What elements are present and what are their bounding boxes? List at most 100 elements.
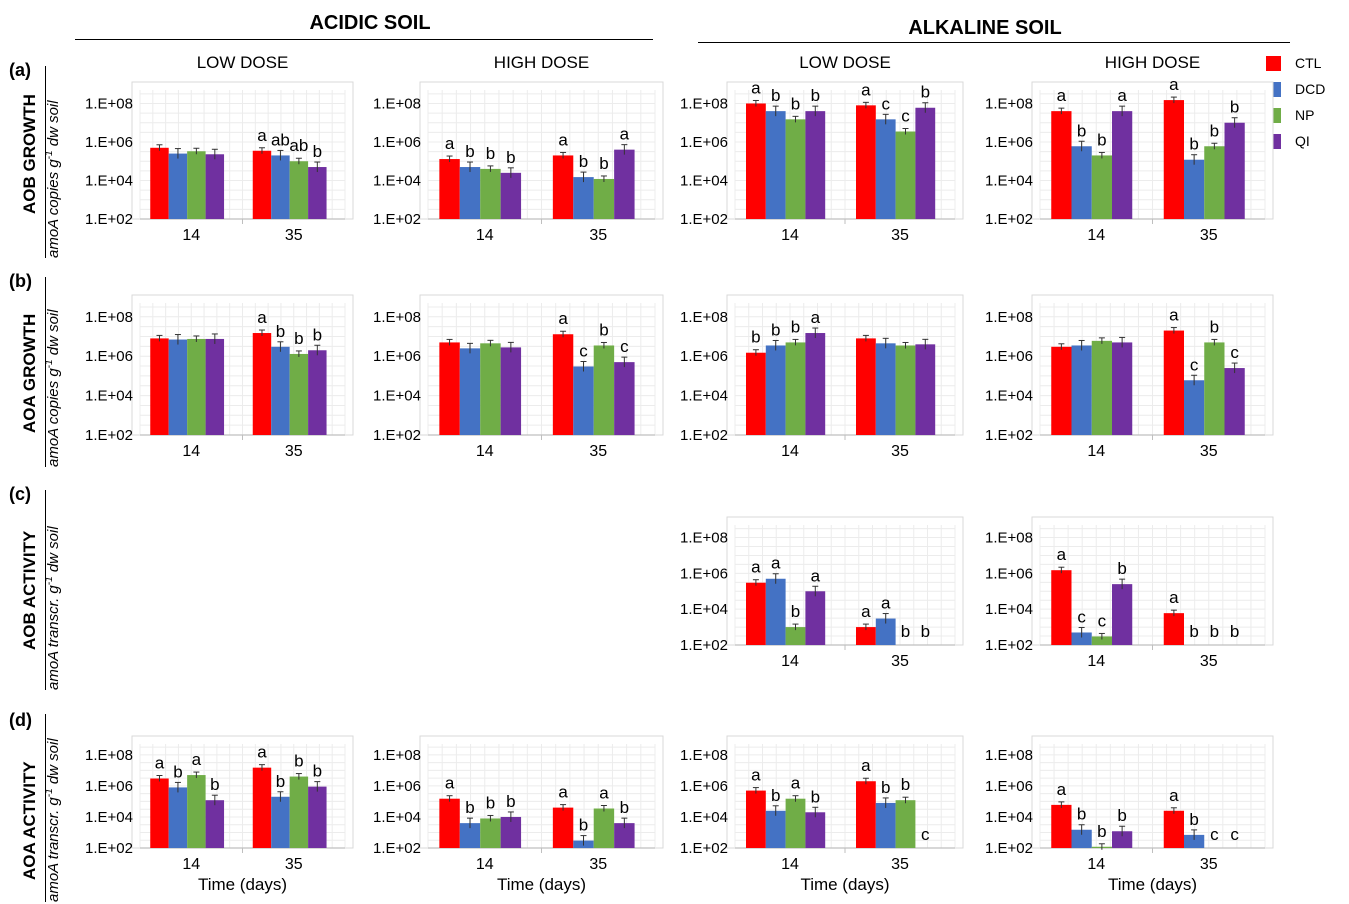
panel-b-2-significance-letter: b <box>599 320 608 339</box>
panel-c-1-significance-letter: a <box>751 558 761 577</box>
panel-a-1-ytick-label: 1.E+02 <box>85 211 133 228</box>
panel-a-4-bar-qi-14 <box>1112 111 1133 219</box>
panel-b-1-bar-qi-14 <box>205 338 225 435</box>
panel-a-1-ytick-label: 1.E+08 <box>85 95 133 112</box>
legend-label-qi: QI <box>1295 133 1310 149</box>
panel-b-3-ytick-label: 1.E+06 <box>680 348 728 365</box>
panel-b-2-bar-ctl-35 <box>552 334 574 435</box>
panel-a-3-bar-ctl-14 <box>746 103 766 219</box>
panel-d-3-ytick-label: 1.E+06 <box>680 778 728 795</box>
panel-d-4-bar-ctl-14 <box>1051 804 1072 848</box>
panel-b-4-ytick-label: 1.E+04 <box>985 388 1033 405</box>
panel-d-3-significance-letter: b <box>901 775 910 794</box>
panel-b-1-ytick-label: 1.E+02 <box>85 427 133 444</box>
panel-a-4-bar-ctl-14 <box>1051 111 1072 219</box>
panel-d-2-significance-letter: b <box>620 798 629 817</box>
panel-a-3-significance-letter: a <box>861 80 871 99</box>
panel-a-2-title: HIGH DOSE <box>494 53 589 72</box>
legend: CTL DCD NP QI <box>1266 50 1346 154</box>
panel-a-2-bar-ctl-35 <box>552 155 574 219</box>
panel-d-2-bar-dcd-14 <box>459 823 481 848</box>
legend-label-np: NP <box>1295 107 1315 123</box>
panel-d-4-ytick-label: 1.E+02 <box>985 840 1033 857</box>
panel-d-2-significance-letter: b <box>486 793 495 812</box>
legend-label-dcd: DCD <box>1295 81 1326 97</box>
panel-b-1-bar-qi-35 <box>308 350 327 435</box>
panel-a-4-ytick-label: 1.E+08 <box>985 95 1033 112</box>
panel-a-4-ytick-label: 1.E+04 <box>985 172 1033 189</box>
panel-d-1-significance-letter: b <box>276 772 285 791</box>
panel-b-4-ytick-label: 1.E+06 <box>985 348 1033 365</box>
panel-c-1-bar-ctl-14 <box>746 582 766 645</box>
panel-a-3-bar-np-14 <box>785 119 806 219</box>
panel-b-3-bar-np-14 <box>785 342 806 435</box>
panel-a-3-ytick-label: 1.E+06 <box>680 134 728 151</box>
panel-a-2-significance-letter: b <box>465 142 474 161</box>
panel-d-1-significance-letter: a <box>155 754 165 773</box>
panel-a-1-bar-np-14 <box>187 151 206 219</box>
panel-b-1-bar-np-14 <box>187 338 206 435</box>
panel-d-4-xlabel: Time (days) <box>1108 875 1197 894</box>
panel-d-3-bar-ctl-35 <box>856 781 876 848</box>
panel-d-2-significance-letter: a <box>558 783 568 802</box>
panel-b-3-category-label: 35 <box>891 443 909 460</box>
panel-b-4-category-label: 35 <box>1200 443 1218 460</box>
panel-d-3-significance-letter: a <box>791 774 801 793</box>
panel-b-3-significance-letter: b <box>751 328 760 347</box>
panel-c-2-bar-qi-14 <box>1112 584 1133 645</box>
panel-a-4-bar-np-14 <box>1091 155 1112 219</box>
panel-a-3-bar-qi-35 <box>915 107 936 219</box>
panel-a-1-category-label: 14 <box>182 227 200 244</box>
panel-a-1-significance-letter: a <box>257 126 267 145</box>
panel-d-2-ytick-label: 1.E+06 <box>373 778 421 795</box>
panel-d-4-category-label: 14 <box>1087 856 1105 873</box>
panel-a-4-significance-letter: b <box>1210 121 1219 140</box>
panel-d-3-bar-dcd-14 <box>765 810 786 848</box>
panel-d-1-significance-letter: a <box>257 743 267 762</box>
panel-a-4-bar-dcd-14 <box>1071 146 1092 219</box>
panel-a-3-bar-dcd-35 <box>875 119 896 219</box>
panel-a-4-significance-letter: a <box>1117 86 1127 105</box>
panel-b-2-ytick-label: 1.E+02 <box>373 427 421 444</box>
panel-c-1-bar-np-14 <box>785 627 806 645</box>
panel-b-2-bar-np-35 <box>593 345 615 435</box>
panel-d-1-significance-letter: b <box>313 762 322 781</box>
panel-d-1-significance-letter: a <box>192 750 202 769</box>
panel-d-1-bar-ctl-14 <box>150 778 169 848</box>
panel-a-4-significance-letter: b <box>1230 98 1239 117</box>
alkaline-soil-rule <box>698 42 1290 43</box>
panel-b-2-bar-dcd-14 <box>459 348 481 435</box>
panel-d-3-category-label: 35 <box>891 856 909 873</box>
panel-a-2-significance-letter: b <box>486 144 495 163</box>
panel-a-1-ytick-label: 1.E+06 <box>85 134 133 151</box>
panel-b-1-bar-ctl-14 <box>150 338 169 435</box>
panel-a-1-bar-ctl-35 <box>252 150 272 219</box>
panel-c-2-significance-letter: a <box>1169 588 1179 607</box>
panel-a-4-bar-qi-35 <box>1224 122 1245 219</box>
panel-c-2-significance-letter: b <box>1189 622 1198 641</box>
panel-a-2-bar-np-14 <box>480 168 501 219</box>
panel-c-1-ytick-label: 1.E+06 <box>680 565 728 582</box>
row-c-divider <box>45 490 46 690</box>
panel-c-1-bar-dcd-14 <box>765 578 786 645</box>
panel-d-4-significance-letter: b <box>1189 810 1198 829</box>
panel-a-1-category-label: 35 <box>285 227 303 244</box>
panel-d-1-ytick-label: 1.E+04 <box>85 809 133 826</box>
panel-d-3-bar-ctl-14 <box>746 790 766 848</box>
legend-label-ctl: CTL <box>1295 55 1322 71</box>
panel-a-3-significance-letter: b <box>811 86 820 105</box>
panel-a-3-ytick-label: 1.E+04 <box>680 172 728 189</box>
row-b-divider <box>45 277 46 467</box>
panel-b-4-ytick-label: 1.E+08 <box>985 309 1033 326</box>
panel-c-2-significance-letter: b <box>1117 559 1126 578</box>
panel-d-3-significance-letter: b <box>811 787 820 806</box>
panel-b-2-ytick-label: 1.E+04 <box>373 388 421 405</box>
panel-a-2-bar-qi-35 <box>614 149 635 219</box>
panel-c-1-significance-letter: a <box>771 554 781 573</box>
panel-d-1-bar-dcd-14 <box>168 787 188 848</box>
panel-c-1-bar-ctl-35 <box>856 627 876 645</box>
